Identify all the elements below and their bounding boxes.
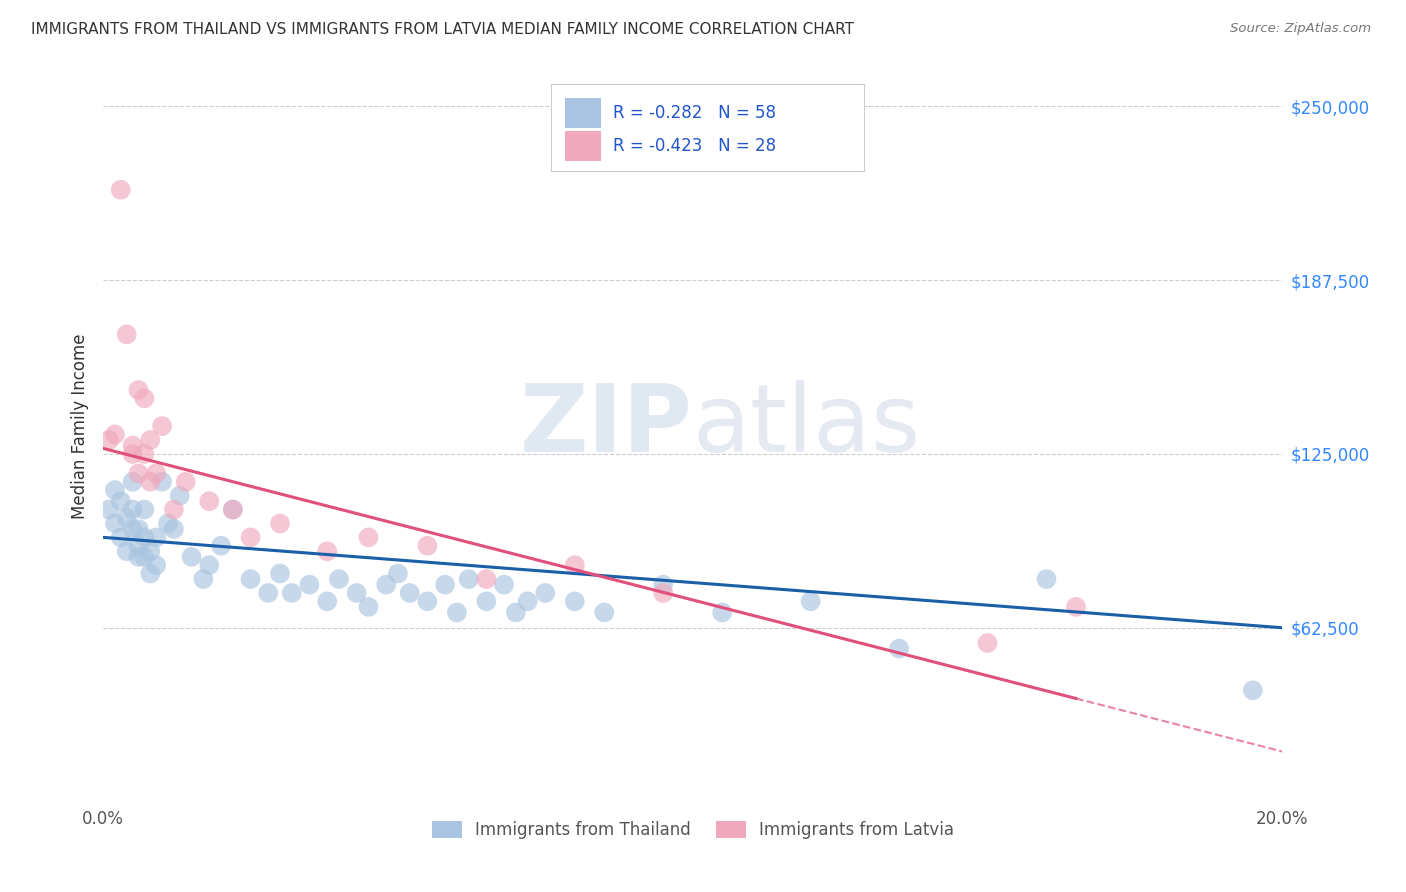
Point (128, 467, 150, 481)
Point (169, 489, 191, 503)
Text: IMMIGRANTS FROM THAILAND VS IMMIGRANTS FROM LATVIA MEDIAN FAMILY INCOME CORRELAT: IMMIGRANTS FROM THAILAND VS IMMIGRANTS F… (31, 22, 853, 37)
Point (150, 419, 173, 434)
Point (316, 594, 339, 608)
Point (269, 516, 291, 531)
Point (652, 577, 675, 591)
Point (115, 327, 138, 342)
Point (416, 594, 439, 608)
Point (193, 572, 215, 586)
Point (156, 516, 179, 531)
Point (298, 577, 321, 591)
Point (98, 433, 121, 447)
Point (1035, 572, 1057, 586)
Point (416, 539, 439, 553)
Point (128, 539, 150, 553)
Point (887, 641, 910, 656)
Point (134, 502, 156, 516)
Point (375, 577, 398, 591)
Point (128, 549, 150, 564)
Point (328, 572, 350, 586)
Point (128, 383, 150, 397)
Point (139, 475, 162, 489)
Point (800, 594, 823, 608)
Point (593, 606, 616, 620)
Point (121, 447, 143, 461)
Point (357, 599, 380, 614)
Point (110, 183, 132, 197)
Point (110, 530, 132, 544)
Point (239, 572, 262, 586)
Bar (565, 98, 600, 128)
Text: atlas: atlas (693, 380, 921, 472)
Text: R = -0.423   N = 28: R = -0.423 N = 28 (613, 137, 776, 155)
Point (163, 522, 186, 536)
Point (269, 566, 291, 581)
Point (475, 572, 498, 586)
Text: R = -0.282   N = 58: R = -0.282 N = 58 (613, 104, 776, 122)
Point (516, 594, 538, 608)
Point (121, 439, 143, 453)
Y-axis label: Median Family Income: Median Family Income (72, 334, 89, 519)
Point (139, 544, 162, 558)
Point (446, 606, 468, 620)
Text: ZIP: ZIP (520, 380, 693, 472)
Point (434, 577, 457, 591)
Point (115, 544, 138, 558)
Point (711, 606, 734, 620)
Point (976, 636, 998, 650)
Point (115, 511, 138, 525)
Point (128, 522, 150, 536)
FancyBboxPatch shape (551, 85, 863, 171)
Point (145, 558, 167, 573)
Point (139, 433, 162, 447)
Point (98, 502, 121, 516)
Point (564, 594, 586, 608)
Legend: Immigrants from Thailand, Immigrants from Latvia: Immigrants from Thailand, Immigrants fro… (425, 814, 960, 846)
Point (1241, 683, 1264, 698)
Point (121, 475, 143, 489)
Point (1064, 599, 1087, 614)
Point (222, 502, 245, 516)
Point (139, 566, 162, 581)
Point (104, 483, 127, 497)
Point (505, 606, 527, 620)
Point (198, 494, 221, 508)
Point (104, 427, 127, 442)
Point (387, 566, 409, 581)
Point (163, 502, 186, 516)
Point (281, 586, 304, 600)
Point (457, 572, 479, 586)
Point (316, 544, 339, 558)
Point (121, 502, 143, 516)
Point (145, 467, 167, 481)
Point (174, 475, 197, 489)
Point (134, 549, 156, 564)
Point (652, 586, 675, 600)
Point (150, 475, 173, 489)
Point (134, 447, 156, 461)
Point (104, 516, 127, 531)
Point (564, 558, 586, 573)
Text: Source: ZipAtlas.com: Source: ZipAtlas.com (1230, 22, 1371, 36)
Point (145, 530, 167, 544)
Point (534, 586, 557, 600)
Point (346, 586, 368, 600)
Point (121, 522, 143, 536)
Point (180, 549, 202, 564)
Point (134, 392, 156, 406)
Point (209, 539, 232, 553)
Point (222, 502, 245, 516)
Point (198, 558, 221, 573)
Point (398, 586, 420, 600)
Point (134, 530, 156, 544)
Point (239, 530, 262, 544)
Point (494, 577, 516, 591)
Point (257, 586, 280, 600)
Point (357, 530, 380, 544)
Bar (565, 131, 600, 161)
Point (110, 494, 132, 508)
Point (475, 594, 498, 608)
